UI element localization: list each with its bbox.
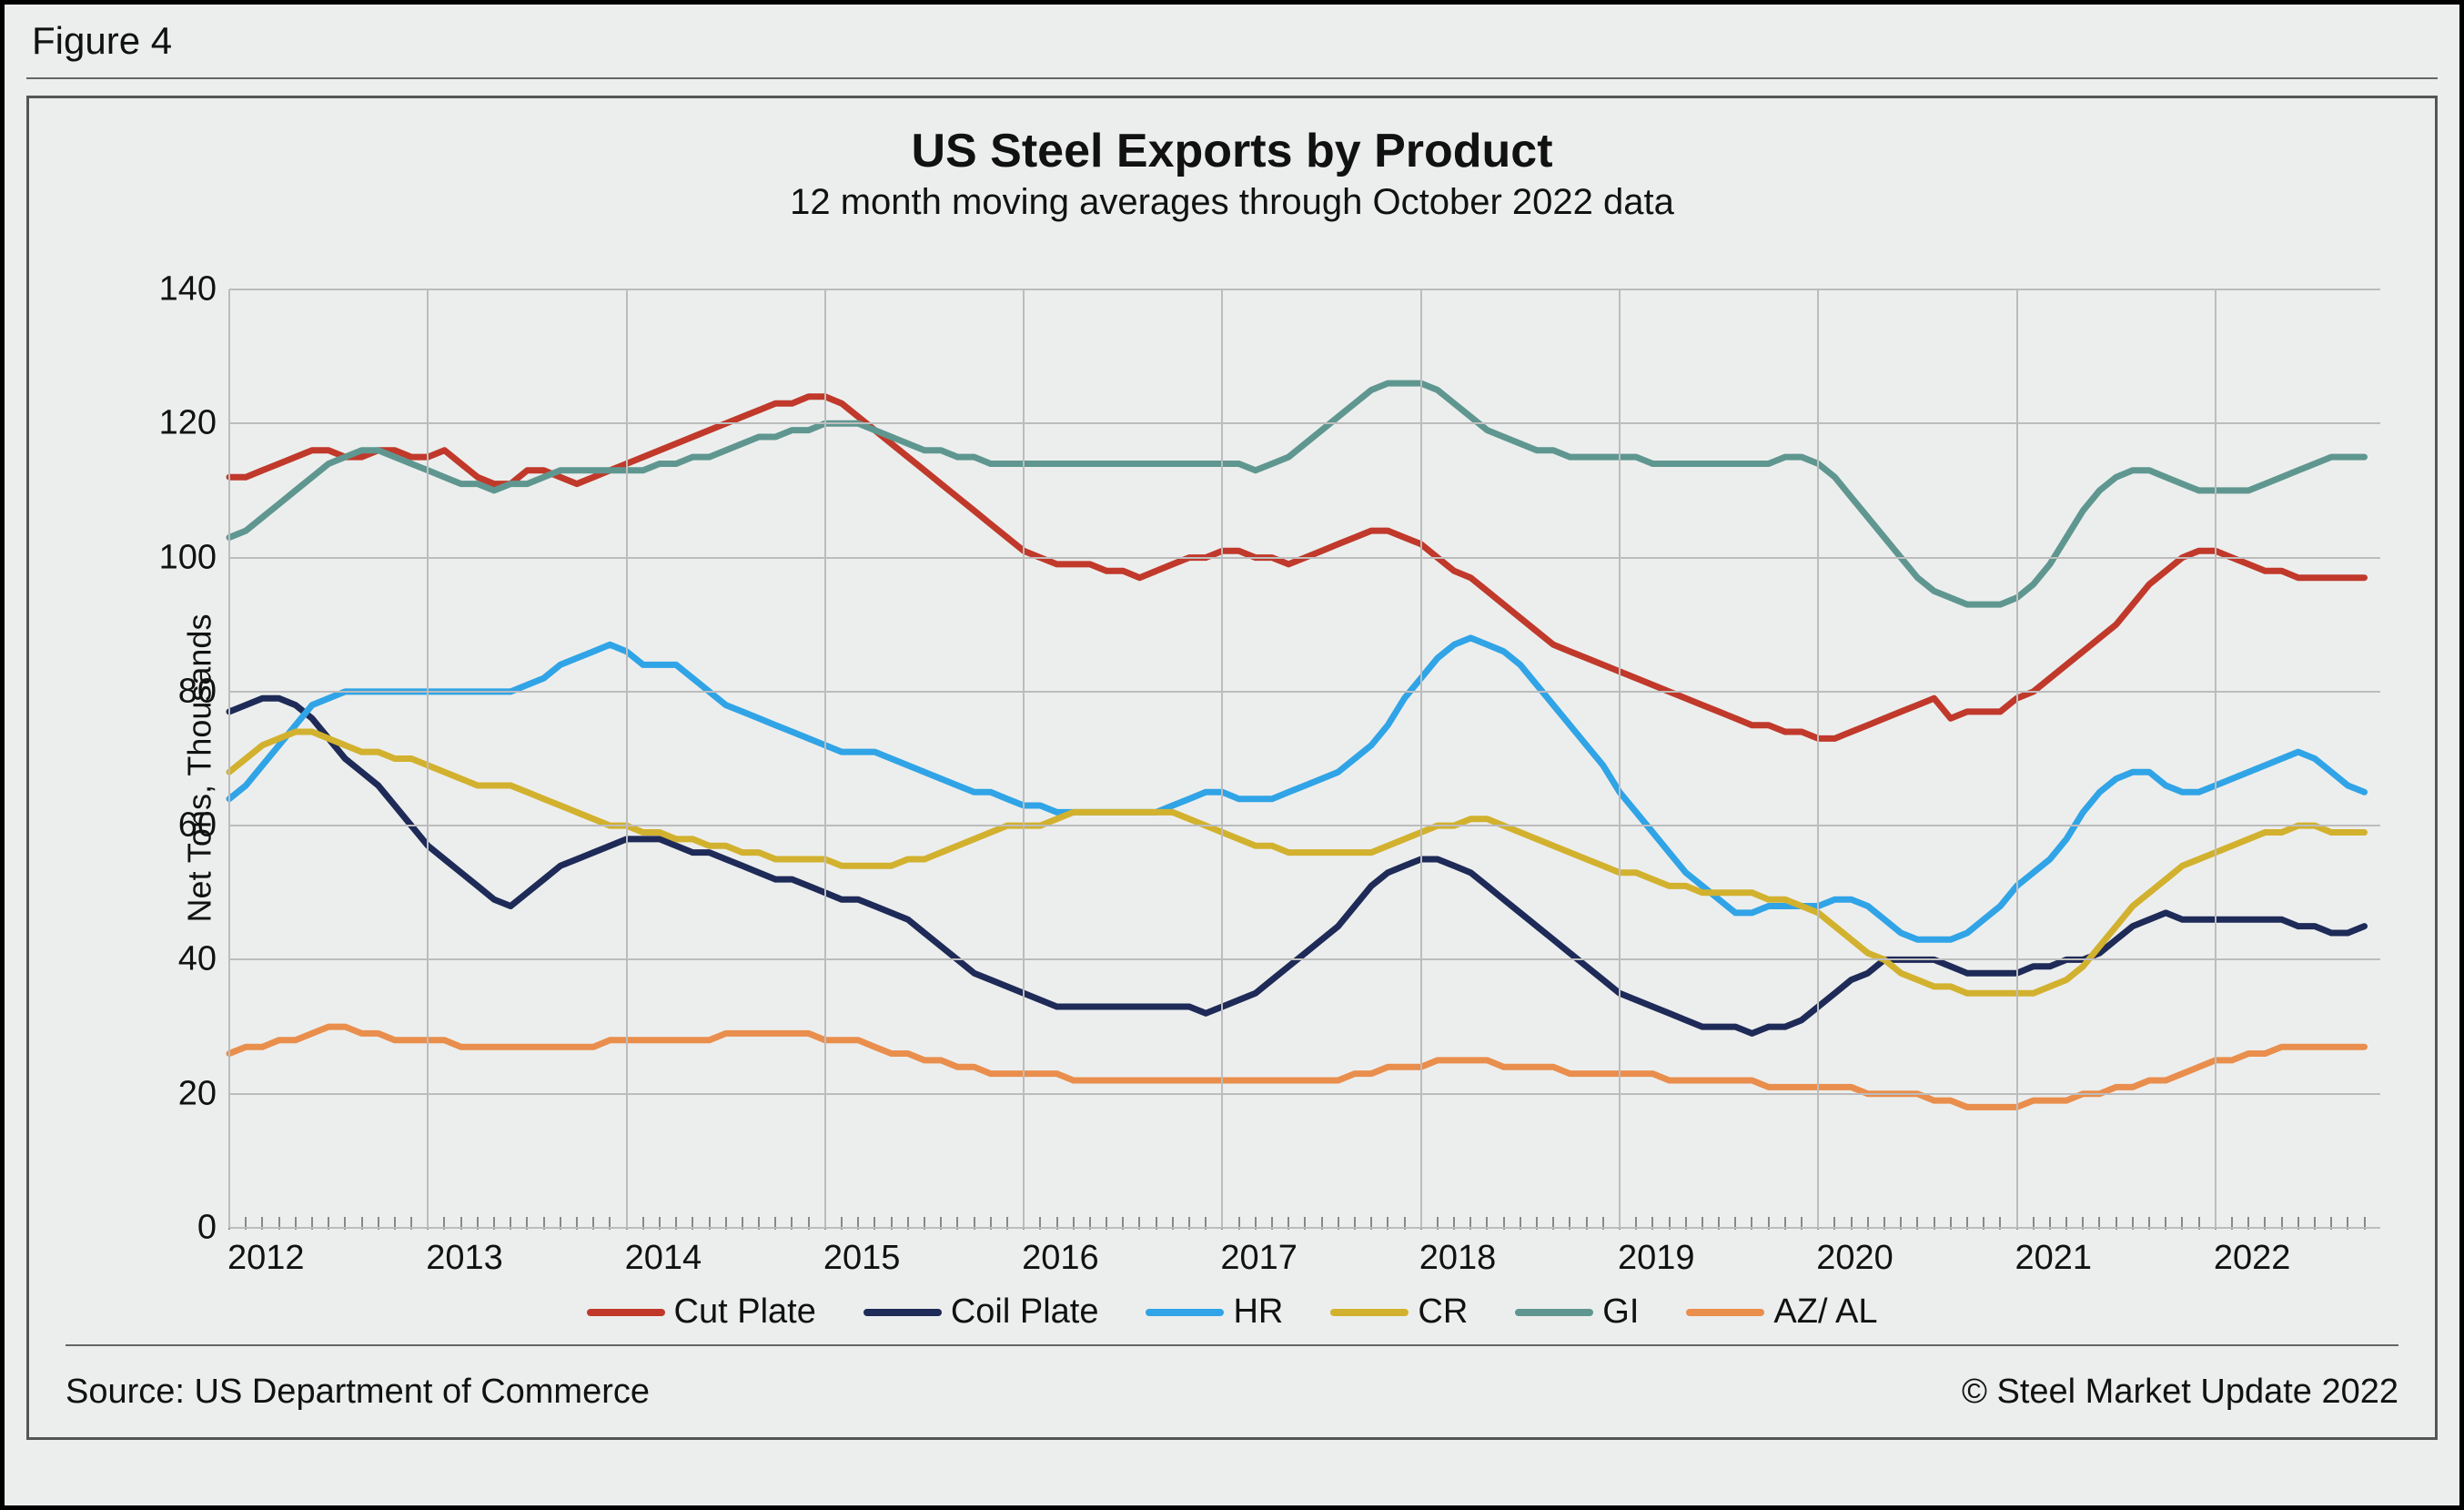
legend-swatch (1686, 1309, 1764, 1316)
legend-swatch (1515, 1309, 1593, 1316)
grid-line-vertical (427, 289, 429, 1228)
legend-item: HR (1146, 1292, 1283, 1332)
legend-swatch (1330, 1309, 1409, 1316)
y-tick-label: 0 (197, 1209, 217, 1248)
legend-item: Coil Plate (863, 1292, 1099, 1332)
y-tick-label: 120 (159, 404, 217, 443)
divider-bottom (66, 1344, 2398, 1346)
legend-label: AZ/ AL (1773, 1292, 1877, 1332)
y-tick-label: 140 (159, 270, 217, 309)
y-tick-label: 20 (178, 1074, 217, 1113)
x-tick-label: 2016 (1022, 1239, 1099, 1278)
chart-title: US Steel Exports by Product (29, 124, 2435, 178)
x-tick-label: 2017 (1220, 1239, 1298, 1278)
legend-label: CR (1418, 1292, 1468, 1332)
legend-swatch (863, 1309, 942, 1316)
divider-top (26, 77, 2438, 79)
figure-label: Figure 4 (32, 19, 172, 63)
plot-area: 0204060801001201402012201320142015201620… (229, 289, 2380, 1228)
legend-label: HR (1233, 1292, 1283, 1332)
grid-line-vertical (824, 289, 826, 1228)
grid-line-horizontal (229, 422, 2380, 424)
grid-line-horizontal (229, 557, 2380, 559)
x-tick-label: 2013 (426, 1239, 503, 1278)
grid-line-vertical (2016, 289, 2018, 1228)
legend-label: Coil Plate (951, 1292, 1099, 1332)
y-axis-label: Net Tons, Thousands (180, 613, 218, 922)
x-tick-label: 2012 (227, 1239, 305, 1278)
legend-item: AZ/ AL (1686, 1292, 1877, 1332)
x-tick-label: 2022 (2214, 1239, 2291, 1278)
legend-item: CR (1330, 1292, 1468, 1332)
line-series-svg (229, 289, 2380, 1228)
x-tick-label: 2014 (625, 1239, 702, 1278)
grid-line-horizontal (229, 825, 2380, 826)
chart-subtitle: 12 month moving averages through October… (29, 182, 2435, 223)
y-tick-label: 80 (178, 672, 217, 711)
grid-line-horizontal (229, 1093, 2380, 1095)
x-tick-label: 2021 (2015, 1239, 2093, 1278)
x-tick-label: 2019 (1618, 1239, 1695, 1278)
grid-line-vertical (228, 289, 230, 1228)
series-line (229, 383, 2365, 604)
figure-frame: Figure 4 US Steel Exports by Product 12 … (0, 0, 2464, 1510)
source-text: Source: US Department of Commerce (66, 1373, 650, 1412)
series-line (229, 1027, 2365, 1107)
legend-label: GI (1602, 1292, 1639, 1332)
y-tick-label: 100 (159, 538, 217, 577)
grid-line-horizontal (229, 691, 2380, 693)
grid-line-horizontal (229, 1227, 2380, 1229)
y-tick-label: 60 (178, 806, 217, 846)
x-tick-label: 2015 (823, 1239, 901, 1278)
copyright-text: © Steel Market Update 2022 (1962, 1373, 2398, 1412)
legend-swatch (1146, 1309, 1224, 1316)
grid-line-vertical (1619, 289, 1621, 1228)
grid-line-vertical (626, 289, 628, 1228)
grid-line-vertical (1420, 289, 1422, 1228)
y-tick-label: 40 (178, 940, 217, 979)
grid-line-vertical (1023, 289, 1025, 1228)
grid-line-vertical (1221, 289, 1223, 1228)
grid-line-vertical (2215, 289, 2217, 1228)
grid-line-horizontal (229, 289, 2380, 290)
chart-panel: US Steel Exports by Product 12 month mov… (26, 96, 2438, 1440)
legend-item: Cut Plate (587, 1292, 816, 1332)
legend-item: GI (1515, 1292, 1639, 1332)
grid-line-horizontal (229, 958, 2380, 960)
x-tick-label: 2018 (1419, 1239, 1497, 1278)
legend: Cut Plate Coil Plate HR CR GI AZ/ AL (29, 1292, 2435, 1332)
grid-line-vertical (1817, 289, 1819, 1228)
x-tick-label: 2020 (1816, 1239, 1893, 1278)
legend-label: Cut Plate (674, 1292, 816, 1332)
legend-swatch (587, 1309, 665, 1316)
